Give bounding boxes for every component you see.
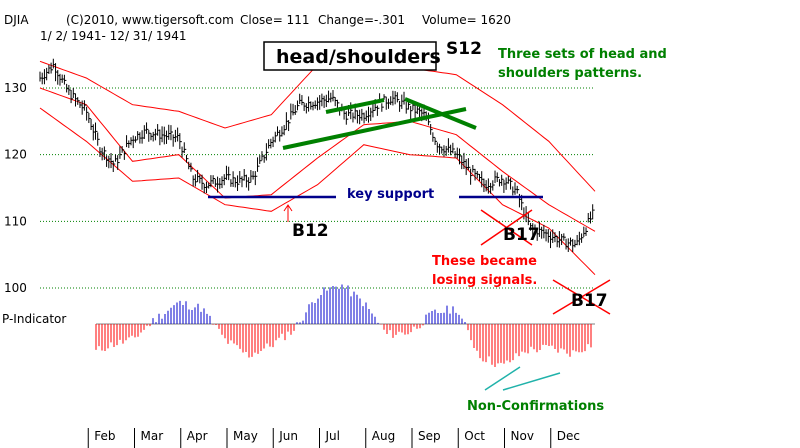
y-tick-label: 120: [4, 148, 27, 162]
x-tick-label: Feb: [94, 429, 115, 443]
losing-line2: losing signals.: [432, 273, 537, 288]
y-tick-labels: 130 120 110 100: [4, 81, 27, 295]
non-conf-line-1: [484, 366, 521, 391]
three-sets-line2: shoulders patterns.: [498, 66, 642, 81]
p-indicator-layer: [95, 284, 595, 368]
b17-label-b: B17: [571, 291, 608, 311]
y-tick-label: 130: [4, 81, 27, 95]
band-line: [39, 107, 596, 276]
three-sets-line1: Three sets of head and: [498, 47, 667, 62]
x-axis: Feb Mar Apr May Jun Jul Aug Sep Oct Nov Dec: [87, 428, 580, 448]
b12-arrowhead: [283, 204, 293, 212]
copyright-label: (C)2010, www.tigersoft.com: [66, 13, 234, 27]
s12-label: S12: [446, 39, 482, 59]
y-tick-label: 100: [4, 281, 27, 295]
x-tick-label: Nov: [511, 429, 534, 443]
b12-label: B12: [292, 221, 329, 241]
x-tick-label: Oct: [464, 429, 485, 443]
x-tick-label: Dec: [557, 429, 580, 443]
ticker-label: DJIA: [4, 13, 29, 27]
head-shoulders-label: head/shoulders: [276, 46, 441, 68]
date-range-label: 1/ 2/ 1941- 12/ 31/ 1941: [40, 29, 186, 43]
y-tick-label: 110: [4, 214, 27, 228]
b17-cross-a2: [480, 209, 533, 246]
x-tick-label: Apr: [187, 429, 208, 443]
x-tick-label: May: [233, 429, 258, 443]
neckline-1: [325, 98, 385, 114]
b17-label-a: B17: [503, 225, 540, 245]
x-tick-label: Jun: [278, 429, 298, 443]
neckline-2: [282, 107, 467, 150]
x-tick-label: Mar: [141, 429, 164, 443]
non-conf-line-2: [502, 372, 561, 391]
losing-line1: These became: [432, 254, 537, 269]
y-gridlines: [40, 87, 595, 289]
p-indicator-label: P-Indicator: [2, 312, 66, 326]
close-label: Close= 111: [240, 13, 309, 27]
key-support-label: key support: [347, 187, 434, 202]
x-tick-label: Sep: [418, 429, 441, 443]
band-line: [39, 87, 596, 232]
neckline-3: [404, 97, 477, 130]
x-tick-label: Jul: [325, 429, 340, 443]
non-conf-label: Non-Confirmations: [467, 399, 604, 414]
x-tick-label: Aug: [372, 429, 395, 443]
change-label: Change=-.301: [318, 13, 405, 27]
head-shoulders-box: [263, 41, 437, 71]
b17-cross-b2: [552, 279, 611, 315]
price-bars-layer: [39, 58, 595, 253]
volume-label: Volume= 1620: [422, 13, 511, 27]
